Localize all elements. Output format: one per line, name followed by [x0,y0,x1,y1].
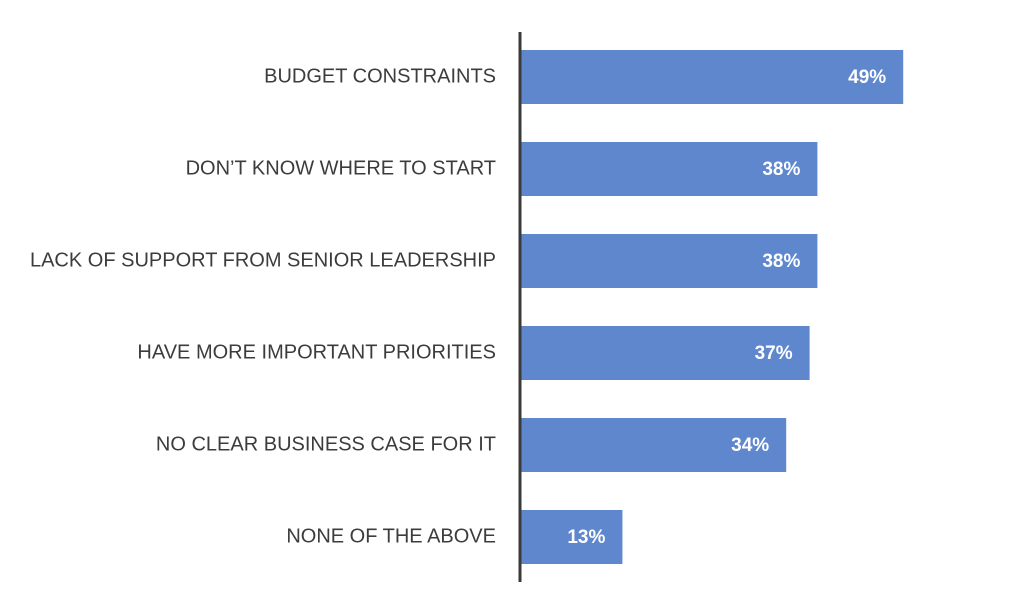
value-labels-layer: 49% 38% 38% 37% 34% 13% [567,67,886,548]
category-label: HAVE MORE IMPORTANT PRIORITIES [137,341,496,363]
data-label: 49% [848,67,886,88]
bar [521,142,818,196]
data-label: 38% [762,251,800,272]
bar [521,50,904,104]
bar [521,418,787,472]
category-labels-layer: BUDGET CONSTRAINTS DON’T KNOW WHERE TO ST… [30,65,496,547]
data-label: 13% [567,527,605,548]
data-label: 34% [731,435,769,456]
category-label: LACK OF SUPPORT FROM SENIOR LEADERSHIP [30,249,496,271]
category-label: NO CLEAR BUSINESS CASE FOR IT [156,433,496,455]
bar [521,234,818,288]
category-label: BUDGET CONSTRAINTS [264,65,496,87]
category-label: DON’T KNOW WHERE TO START [186,157,496,179]
bar [521,326,810,380]
data-label: 38% [762,159,800,180]
bars-layer [521,50,904,564]
data-label: 37% [755,343,793,364]
bar [521,510,623,564]
category-label: NONE OF THE ABOVE [286,525,496,547]
